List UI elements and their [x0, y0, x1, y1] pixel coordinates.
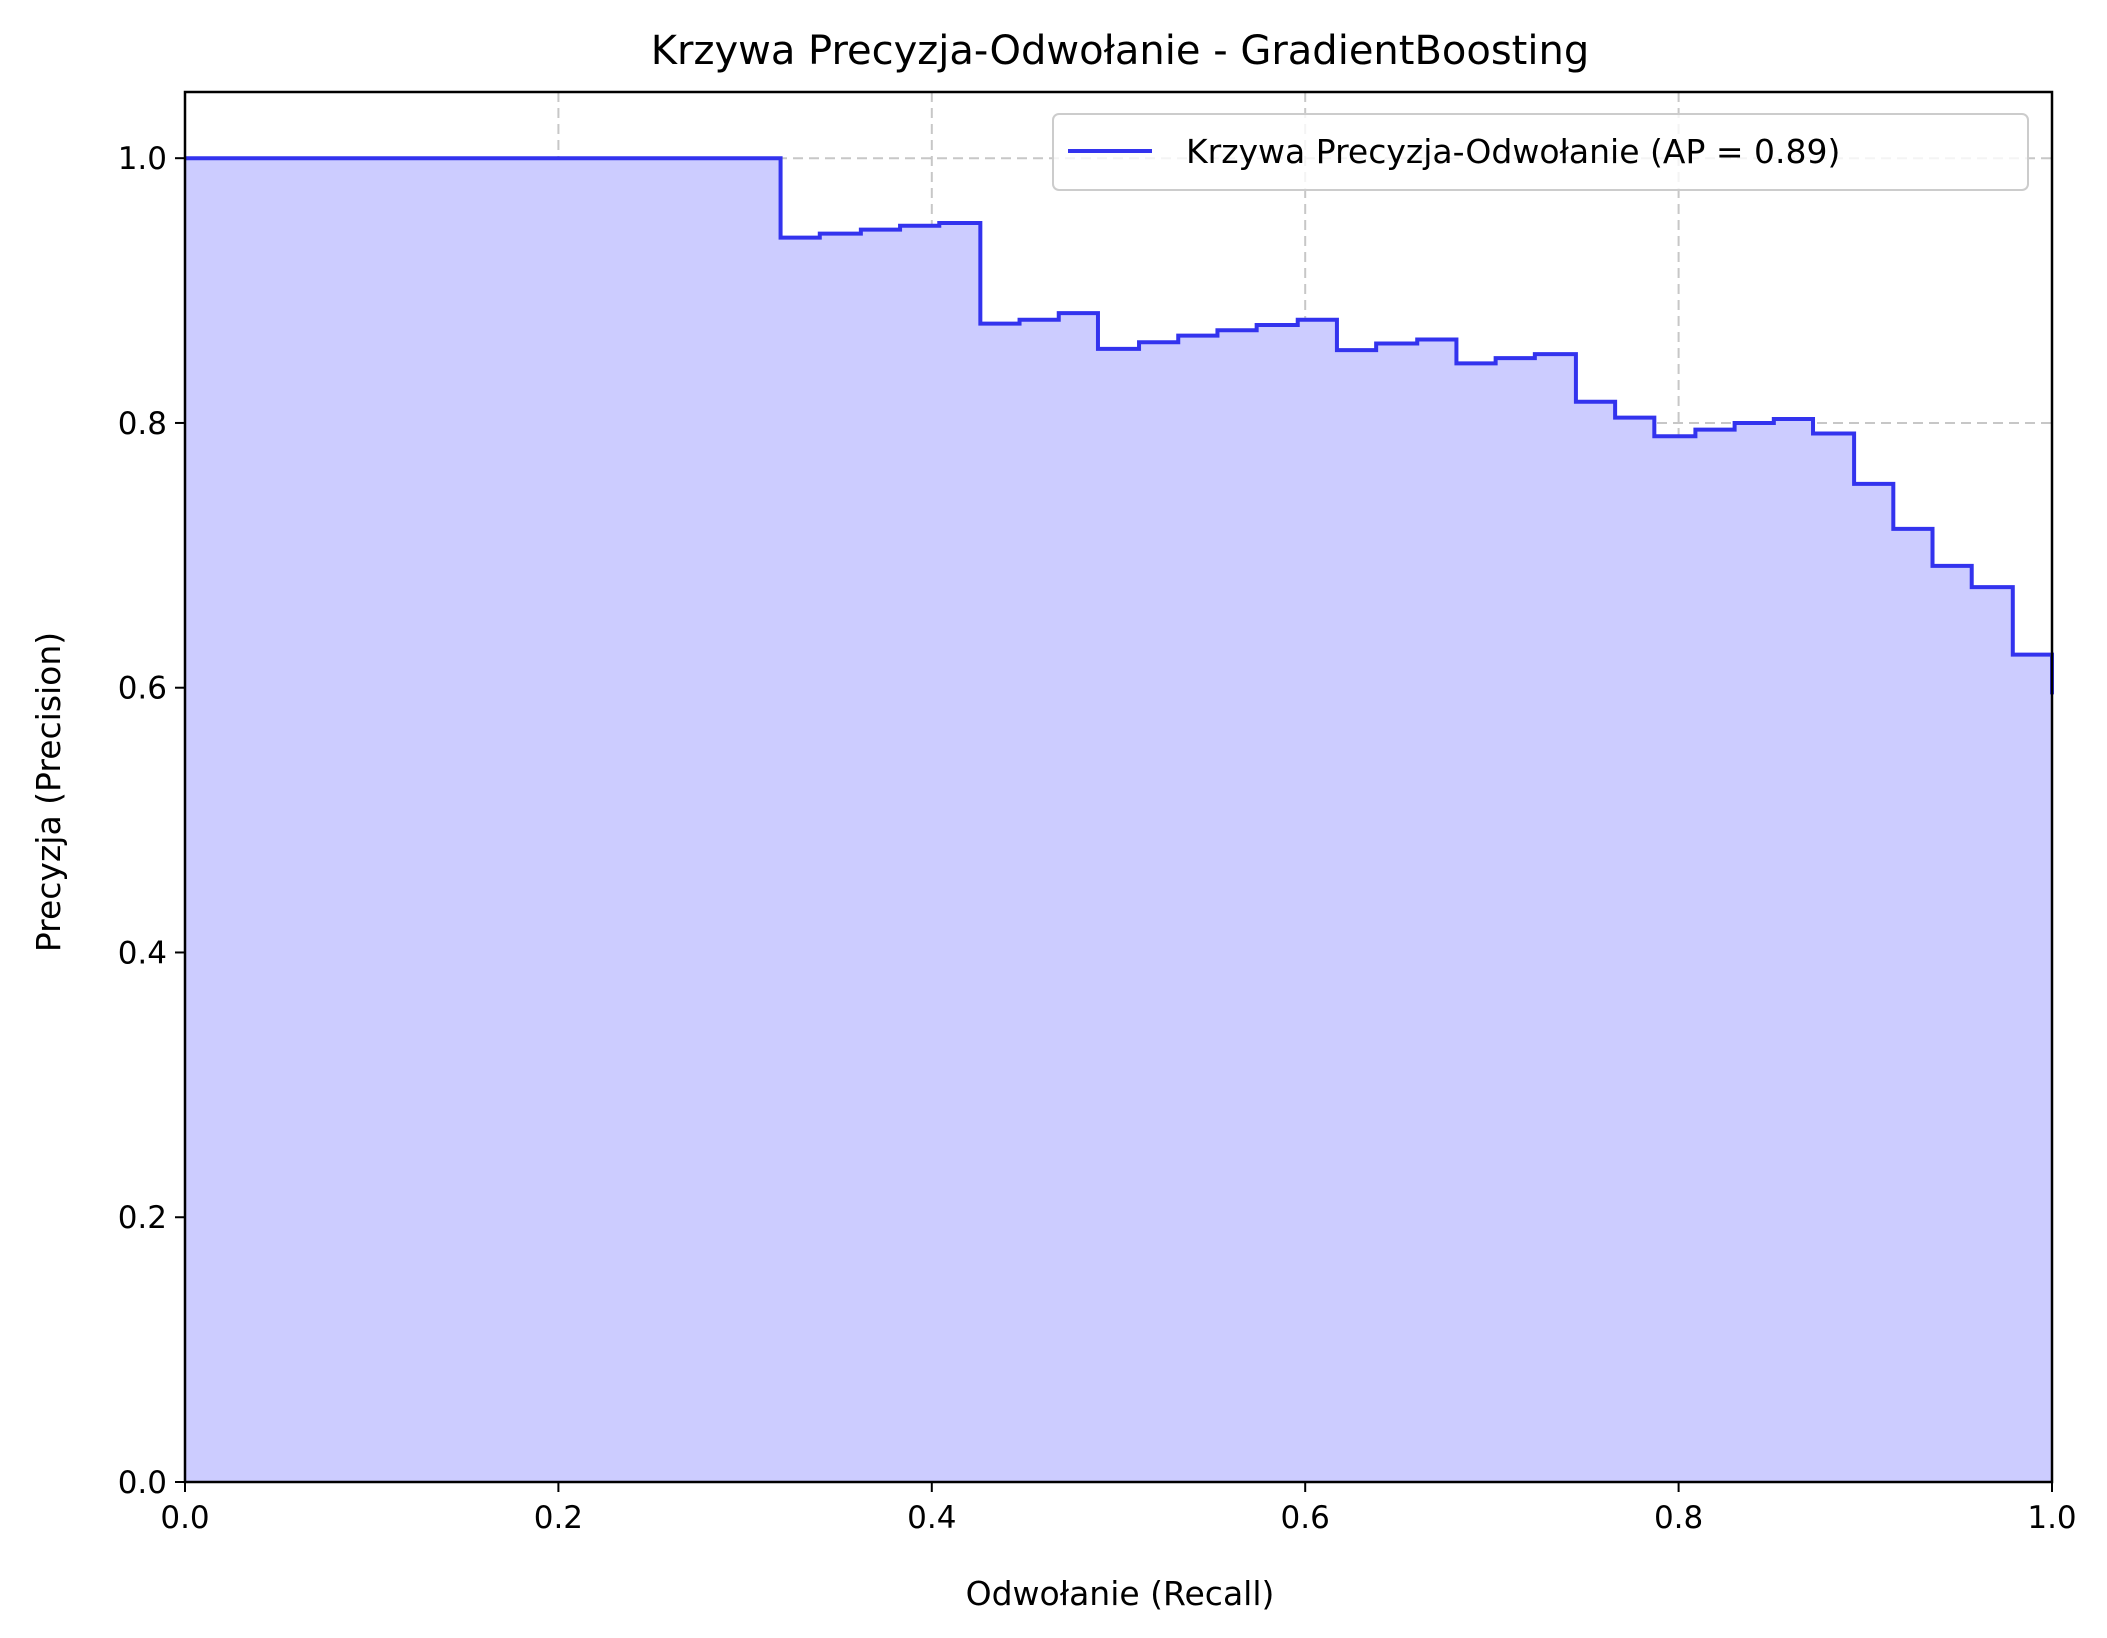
x-tick-label-3: 0.6: [1281, 1500, 1330, 1536]
y-tick-label-4: 0.8: [118, 406, 167, 442]
x-tick-label-0: 0.0: [160, 1500, 209, 1536]
x-tick-label-2: 0.4: [907, 1500, 956, 1536]
y-tick-label-1: 0.2: [118, 1200, 167, 1236]
x-axis-label: Odwołanie (Recall): [966, 1574, 1275, 1613]
legend: Krzywa Precyzja-Odwołanie (AP = 0.89): [1052, 113, 2029, 191]
axes: 0.0 0.2 0.4 0.6 0.8 1.0 0.0 0.2 0.4 0.6 0.8 1.0: [118, 90, 2077, 1536]
pr-curve-line: [185, 156, 2054, 695]
y-tick-label-5: 1.0: [118, 141, 167, 177]
plot-area: [185, 156, 2054, 1483]
axes-frame: [183, 90, 2054, 1484]
y-axis-label: Precyzja (Precision): [29, 632, 68, 952]
y-tick-label-0: 0.0: [118, 1465, 167, 1501]
x-tick-label-5: 1.0: [2027, 1500, 2076, 1536]
legend-label: Krzywa Precyzja-Odwołanie (AP = 0.89): [1186, 132, 1840, 171]
x-tick-label-4: 0.8: [1654, 1500, 1703, 1536]
legend-box: [1052, 113, 2029, 191]
x-tick-label-1: 0.2: [534, 1500, 583, 1536]
y-tick-label-3: 0.6: [118, 671, 167, 707]
pr-curve-fill: [185, 158, 2052, 1483]
chart-title: Krzywa Precyzja-Odwołanie - GradientBoos…: [651, 28, 1589, 74]
y-tick-label-2: 0.4: [118, 935, 167, 971]
